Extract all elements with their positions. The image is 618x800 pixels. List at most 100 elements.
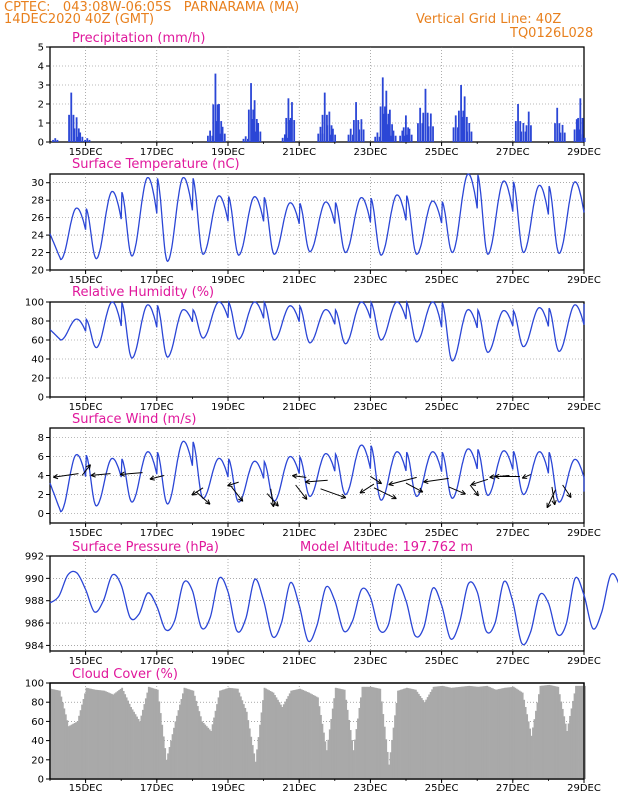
cloud-bar <box>219 690 221 779</box>
y-tick-label: 20 <box>31 374 44 385</box>
wind-arrow-head <box>494 473 500 480</box>
wind-arrow-head <box>423 478 429 484</box>
cloud-bar <box>478 686 481 779</box>
cloud-bar <box>584 685 586 779</box>
cloud-bar <box>239 696 242 779</box>
wind-arrow-head <box>85 464 91 470</box>
precip-bar <box>362 129 365 142</box>
precip-bar <box>220 121 223 142</box>
cloud-bar <box>235 688 238 779</box>
cloud-bar <box>548 684 551 779</box>
y-tick-label: 60 <box>31 336 44 347</box>
wind-arrow-shaft <box>295 484 308 500</box>
wind-arrow-shaft <box>373 487 397 500</box>
precip-bar <box>406 134 409 142</box>
panel-title: Precipitation (mm/h) <box>72 31 205 46</box>
cloud-bar <box>228 687 230 779</box>
cloud-bar <box>454 687 457 779</box>
series-line <box>49 570 618 646</box>
cloud-bar <box>201 721 204 779</box>
cloud-bar <box>493 689 496 779</box>
cloud-bar <box>449 687 451 779</box>
x-tick-label: 21DEC <box>282 656 316 667</box>
wind-arrow-shaft <box>405 482 424 493</box>
x-tick-label: 27DEC <box>496 528 530 539</box>
cloud-bar <box>52 689 55 779</box>
cloud-bar <box>453 687 456 779</box>
cloud-bar <box>187 689 190 779</box>
cloud-bar <box>576 685 579 779</box>
cloud-bar <box>128 703 131 779</box>
cloud-bar <box>115 692 118 779</box>
x-tick-label: 27DEC <box>496 147 530 158</box>
cloud-bar <box>248 728 251 779</box>
cloud-bar <box>438 686 441 779</box>
cloud-bar <box>159 713 162 779</box>
wind-arrow-head <box>489 474 495 480</box>
precip-bar <box>211 135 214 142</box>
cloud-bar <box>520 691 523 779</box>
cloud-bar <box>85 687 88 779</box>
precip-bar <box>579 98 582 142</box>
precip-bar <box>383 113 386 142</box>
cloud-bar <box>155 689 158 779</box>
cloud-bar <box>294 689 297 779</box>
cloud-bar <box>549 685 552 779</box>
y-tick-label: 80 <box>31 698 44 709</box>
wind-arrow-head <box>191 490 197 496</box>
cloud-bar <box>189 689 192 779</box>
cloud-bar <box>451 687 454 779</box>
precip-bar <box>219 133 222 142</box>
cloud-bar <box>357 718 359 779</box>
x-tick-label: 21DEC <box>282 147 316 158</box>
wind-arrow-shaft <box>448 486 466 495</box>
precip-bar <box>556 107 559 142</box>
y-tick-label: 28 <box>31 196 44 207</box>
cloud-bar <box>137 719 140 779</box>
cloud-bar <box>205 726 208 779</box>
cloud-bar <box>182 693 184 779</box>
precip-bar <box>575 119 578 142</box>
cloud-bar <box>242 704 245 779</box>
wind-arrow-head <box>119 471 126 477</box>
x-tick-label: 23DEC <box>354 275 388 286</box>
cloud-bar <box>469 686 472 779</box>
wind-arrow-shaft <box>423 477 449 483</box>
wind-arrow-shaft <box>470 478 489 486</box>
cloud-bar <box>374 687 377 779</box>
x-tick-label: 23DEC <box>354 402 388 413</box>
x-tick-label: 27DEC <box>496 402 530 413</box>
x-tick-label: 27DEC <box>496 656 530 667</box>
header-datetime: 14DEC2020 40Z (GMT) <box>4 12 155 27</box>
cloud-bar <box>55 690 58 779</box>
cloud-bar <box>425 699 428 779</box>
cloud-bar <box>170 740 173 779</box>
precip-bar <box>514 121 517 142</box>
cloud-bar <box>457 687 460 779</box>
cloud-bar <box>506 687 509 779</box>
cloud-bar <box>477 686 480 779</box>
cloud-bar <box>333 698 336 779</box>
cloud-bar <box>211 724 214 779</box>
cloud-bar <box>266 689 269 779</box>
cloud-bar <box>401 689 404 779</box>
cloud-bar <box>84 693 86 779</box>
wind-arrow-shaft <box>305 479 328 483</box>
cloud-bar <box>291 690 294 779</box>
cloud-bar <box>508 687 511 779</box>
cloud-bar <box>517 689 520 779</box>
cloud-bar <box>337 688 340 779</box>
precip-bar <box>283 134 286 142</box>
precip-bar <box>554 123 556 142</box>
precip-bar <box>561 124 564 142</box>
x-tick-label: 25DEC <box>425 783 459 794</box>
precip-bar <box>452 127 455 142</box>
cloud-bar <box>50 688 52 779</box>
precip-bar <box>355 102 357 142</box>
cloud-bar <box>139 721 141 779</box>
cloud-bar <box>127 700 130 779</box>
cloud-bar <box>91 689 94 779</box>
precip-bar <box>242 138 245 142</box>
x-tick-label: 25DEC <box>425 275 459 286</box>
precip-bar <box>421 123 424 142</box>
